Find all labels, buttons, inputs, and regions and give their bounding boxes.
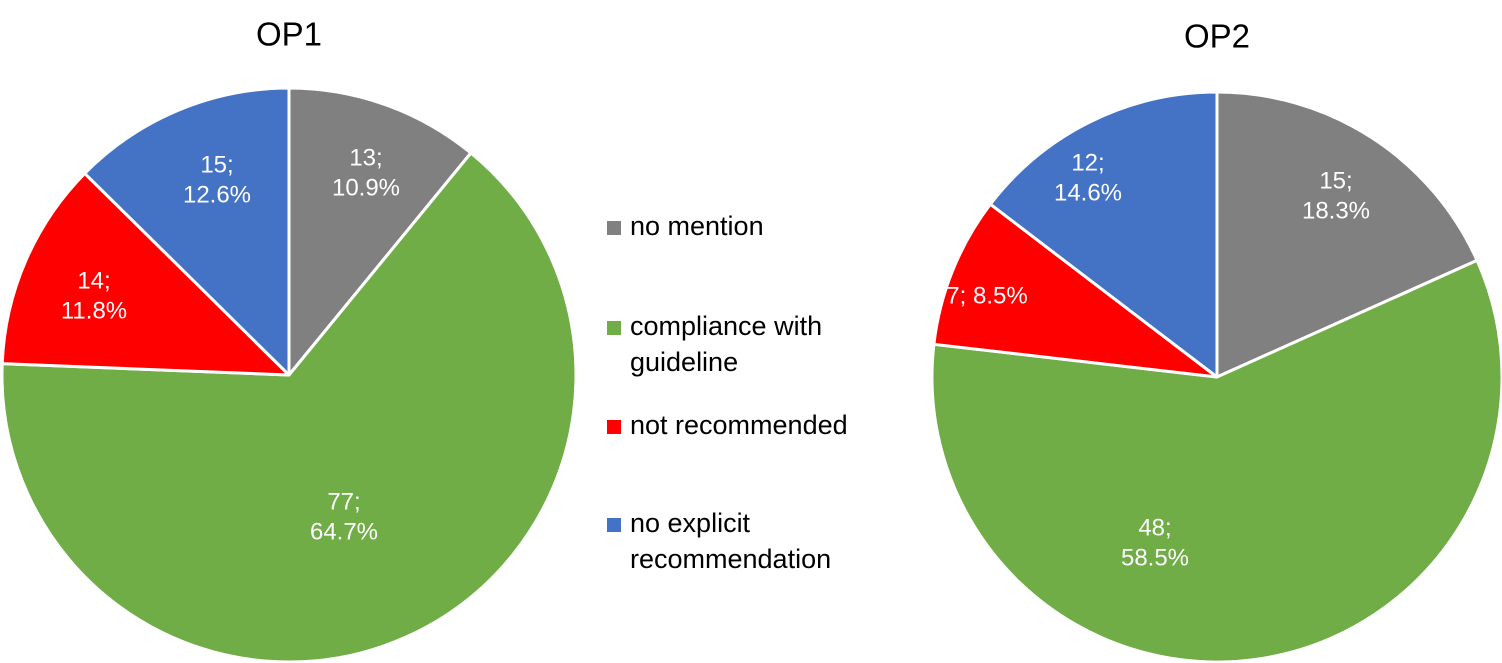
slice-no-explicit-recommendation — [83, 86, 291, 377]
slice-label-no-mention: 15; 18.3% — [1302, 167, 1370, 224]
legend-swatch — [607, 420, 621, 434]
slice-not-recommended — [932, 202, 1219, 379]
slice-not-recommended — [0, 171, 291, 377]
legend-label: no mention — [630, 211, 764, 241]
legend-label: not recommended — [630, 410, 848, 440]
slice-label-no-mention: 13; 10.9% — [332, 144, 400, 201]
slice-label-compliance-with-guideline: 77; 64.7% — [310, 488, 378, 545]
slice-no-mention — [287, 86, 473, 377]
pie-chart-op1: OP1 13; 10.9% 77; 64.7% 14; 11.8% 15; 12.6% — [0, 16, 578, 663]
slice-no-explicit-recommendation — [988, 90, 1219, 379]
legend-item-not-recommended: not recommended — [607, 410, 848, 440]
legend-item-no-mention: no mention — [607, 211, 764, 241]
slice-label-no-explicit-recommendation: 12; 14.6% — [1054, 149, 1122, 206]
legend-item-no-explicit-recommendation: no explicit recommendation — [607, 508, 831, 574]
legend-label: no explicit recommendation — [630, 508, 831, 574]
slice-compliance-with-guideline — [0, 151, 578, 663]
chart-title: OP1 — [256, 16, 322, 53]
chart-title: OP2 — [1184, 18, 1250, 55]
legend-label: compliance with guideline — [630, 311, 822, 377]
slice-no-mention — [1215, 90, 1479, 379]
slice-label-no-explicit-recommendation: 15; 12.6% — [183, 151, 251, 208]
slice-label-compliance-with-guideline: 48; 58.5% — [1121, 514, 1189, 571]
legend-swatch — [607, 221, 621, 235]
pie-chart-op2: OP2 15; 18.3% 48; 58.5% 7; 8.5% 12; 14.6% — [930, 18, 1502, 663]
slice-label-not-recommended: 7; 8.5% — [946, 282, 1027, 309]
legend-swatch — [607, 321, 621, 335]
legend: no mention compliance with guideline not re… — [607, 211, 848, 574]
legend-swatch — [607, 518, 621, 532]
legend-item-compliance-with-guideline: compliance with guideline — [607, 311, 822, 377]
slice-label-not-recommended: 14; 11.8% — [61, 267, 127, 324]
